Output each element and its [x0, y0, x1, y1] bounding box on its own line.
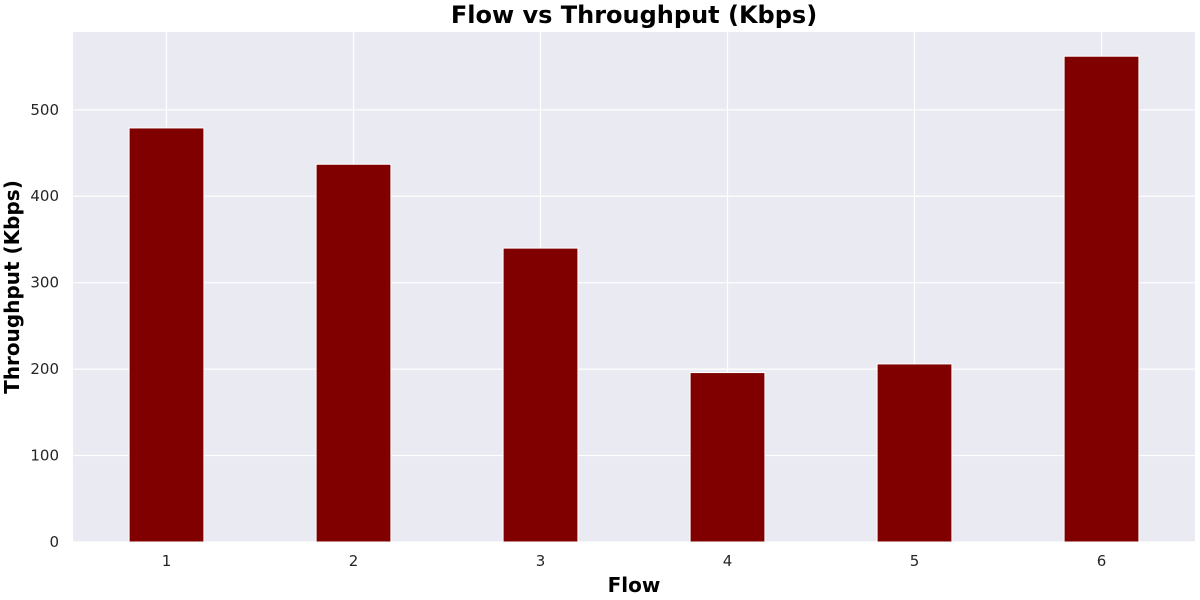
y-tick-label: 500: [30, 101, 59, 119]
x-axis-label: Flow: [608, 573, 661, 597]
y-tick-label: 200: [30, 360, 59, 378]
y-tick-label: 100: [30, 447, 59, 465]
bar-flow-6: [1063, 55, 1140, 543]
x-tick-label: 2: [349, 552, 359, 570]
x-tick-label: 5: [910, 552, 920, 570]
x-tick-label: 6: [1097, 552, 1107, 570]
y-axis-label: Throughput (Kbps): [0, 180, 24, 394]
bars: [128, 55, 1140, 543]
bar-flow-4: [689, 372, 766, 543]
x-tick-label: 4: [723, 552, 733, 570]
plot-area: [73, 32, 1195, 542]
bar-flow-2: [315, 163, 392, 543]
bar-flow-5: [876, 363, 953, 543]
chart-title: Flow vs Throughput (Kbps): [451, 1, 817, 29]
y-axis-ticks: 0 100 200 300 400 500: [30, 101, 59, 551]
x-axis-ticks: 1 2 3 4 5 6: [162, 552, 1107, 570]
y-tick-label: 400: [30, 187, 59, 205]
bar-flow-3: [502, 247, 579, 543]
bar-flow-1: [128, 127, 205, 543]
x-tick-label: 1: [162, 552, 172, 570]
x-tick-label: 3: [536, 552, 546, 570]
y-tick-label: 0: [49, 533, 59, 551]
y-tick-label: 300: [30, 274, 59, 292]
